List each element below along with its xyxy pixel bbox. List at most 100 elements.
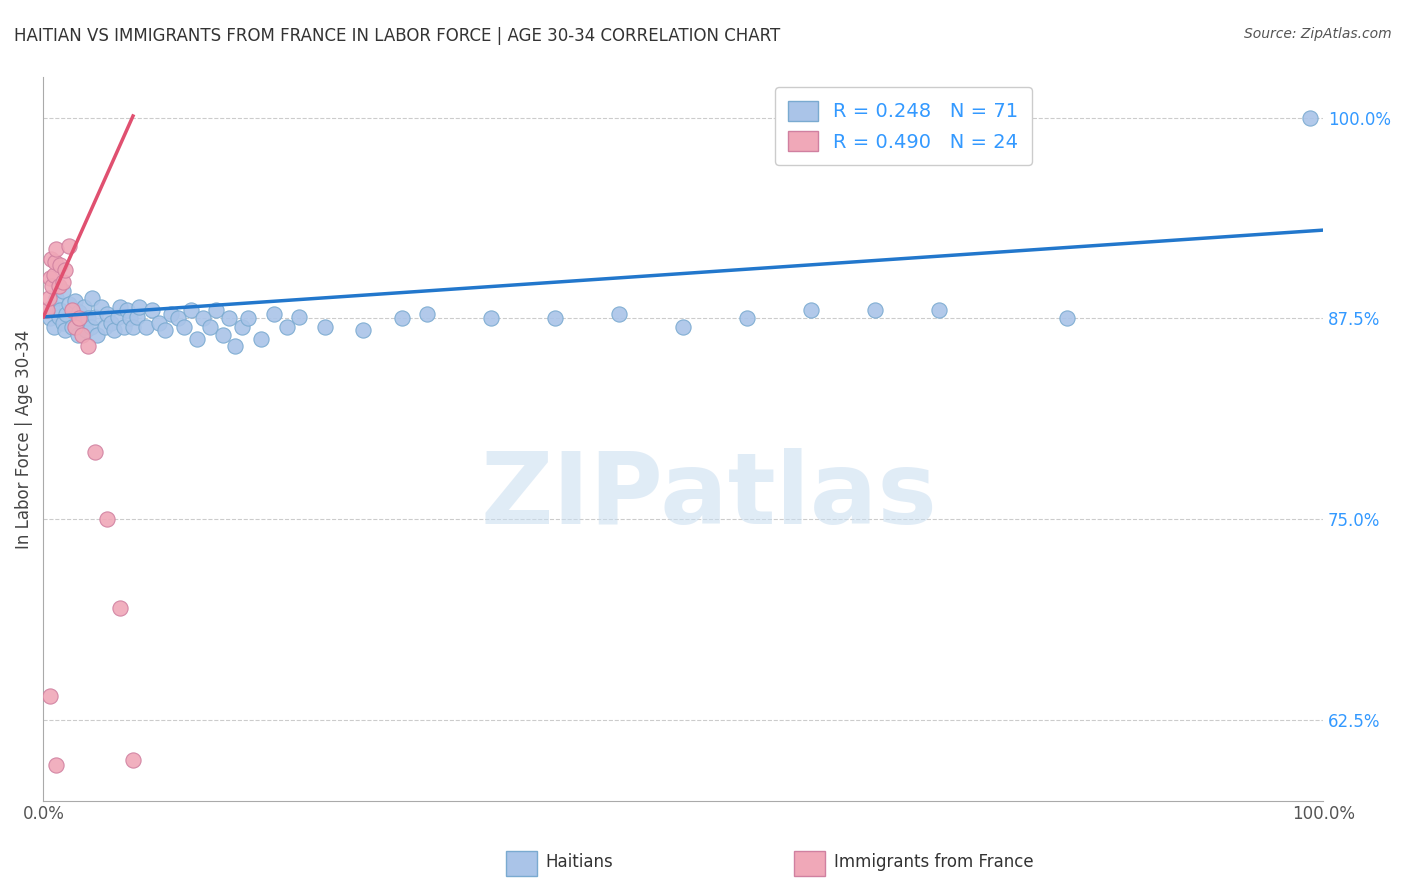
Point xyxy=(103,323,125,337)
Point xyxy=(166,311,188,326)
Point xyxy=(231,319,253,334)
Point xyxy=(86,327,108,342)
Point xyxy=(55,307,77,321)
Point xyxy=(73,300,96,314)
Point xyxy=(288,310,311,324)
Point xyxy=(314,319,336,334)
Text: Immigrants from France: Immigrants from France xyxy=(834,854,1033,871)
Point xyxy=(238,311,260,326)
Point xyxy=(45,243,67,257)
Point xyxy=(49,259,72,273)
Point xyxy=(416,307,439,321)
Point xyxy=(60,319,83,334)
Point xyxy=(90,300,112,314)
Point xyxy=(544,311,567,326)
Point xyxy=(44,255,66,269)
Point xyxy=(67,305,90,319)
Point xyxy=(83,445,105,459)
Point xyxy=(77,339,100,353)
Point xyxy=(186,332,208,346)
Point xyxy=(70,327,93,342)
Point xyxy=(77,311,100,326)
Point xyxy=(115,303,138,318)
Point xyxy=(37,303,59,318)
Point xyxy=(391,311,413,326)
Point xyxy=(53,263,76,277)
Point xyxy=(153,323,176,337)
Point xyxy=(41,279,63,293)
Point xyxy=(198,319,221,334)
Point xyxy=(122,319,145,334)
Point xyxy=(276,319,298,334)
Point xyxy=(352,323,374,337)
Point xyxy=(38,689,60,703)
Text: HAITIAN VS IMMIGRANTS FROM FRANCE IN LABOR FORCE | AGE 30-34 CORRELATION CHART: HAITIAN VS IMMIGRANTS FROM FRANCE IN LAB… xyxy=(14,27,780,45)
Point xyxy=(224,339,246,353)
Point xyxy=(479,311,502,326)
Point xyxy=(135,319,157,334)
Point xyxy=(45,758,67,772)
Point xyxy=(112,319,135,334)
Point xyxy=(160,307,183,321)
Point xyxy=(45,291,67,305)
Point xyxy=(128,300,150,314)
Point xyxy=(80,291,103,305)
Point xyxy=(800,303,823,318)
Point xyxy=(1299,111,1322,125)
Point xyxy=(125,310,148,324)
Point xyxy=(48,279,70,293)
Point xyxy=(211,327,233,342)
Point xyxy=(1056,311,1078,326)
Point xyxy=(107,310,129,324)
Point xyxy=(38,311,60,326)
Point xyxy=(83,310,105,324)
Point xyxy=(52,275,75,289)
Point xyxy=(65,293,87,308)
Point xyxy=(96,307,118,321)
Point xyxy=(672,319,695,334)
Point xyxy=(38,291,60,305)
Point xyxy=(141,303,163,318)
Point xyxy=(38,271,60,285)
Point xyxy=(865,303,887,318)
Point xyxy=(58,239,80,253)
Point xyxy=(67,311,90,326)
Legend: R = 0.248   N = 71, R = 0.490   N = 24: R = 0.248 N = 71, R = 0.490 N = 24 xyxy=(775,87,1032,165)
Point xyxy=(928,303,950,318)
Point xyxy=(52,284,75,298)
Point xyxy=(65,319,87,334)
Point xyxy=(122,754,145,768)
Point xyxy=(96,512,118,526)
Text: Source: ZipAtlas.com: Source: ZipAtlas.com xyxy=(1244,27,1392,41)
Point xyxy=(49,303,72,318)
Point xyxy=(70,315,93,329)
Point xyxy=(205,303,228,318)
Point xyxy=(180,303,202,318)
Point xyxy=(173,319,195,334)
Point xyxy=(120,311,142,326)
Point xyxy=(263,307,285,321)
Text: ZIPatlas: ZIPatlas xyxy=(481,449,938,545)
Point xyxy=(607,307,630,321)
Text: Haitians: Haitians xyxy=(546,854,613,871)
Point xyxy=(100,316,122,330)
Point xyxy=(148,316,170,330)
Point xyxy=(66,327,89,342)
Point xyxy=(41,300,63,314)
Point xyxy=(75,323,97,337)
Point xyxy=(218,311,240,326)
Point xyxy=(250,332,273,346)
Point xyxy=(58,297,80,311)
Point xyxy=(52,316,75,330)
Point xyxy=(48,310,70,324)
Point xyxy=(42,268,65,282)
Point xyxy=(735,311,758,326)
Point xyxy=(53,323,76,337)
Point xyxy=(39,252,62,266)
Y-axis label: In Labor Force | Age 30-34: In Labor Force | Age 30-34 xyxy=(15,329,32,549)
Point xyxy=(94,319,117,334)
Point xyxy=(42,319,65,334)
Point xyxy=(108,300,131,314)
Point xyxy=(193,311,215,326)
Point xyxy=(80,319,103,334)
